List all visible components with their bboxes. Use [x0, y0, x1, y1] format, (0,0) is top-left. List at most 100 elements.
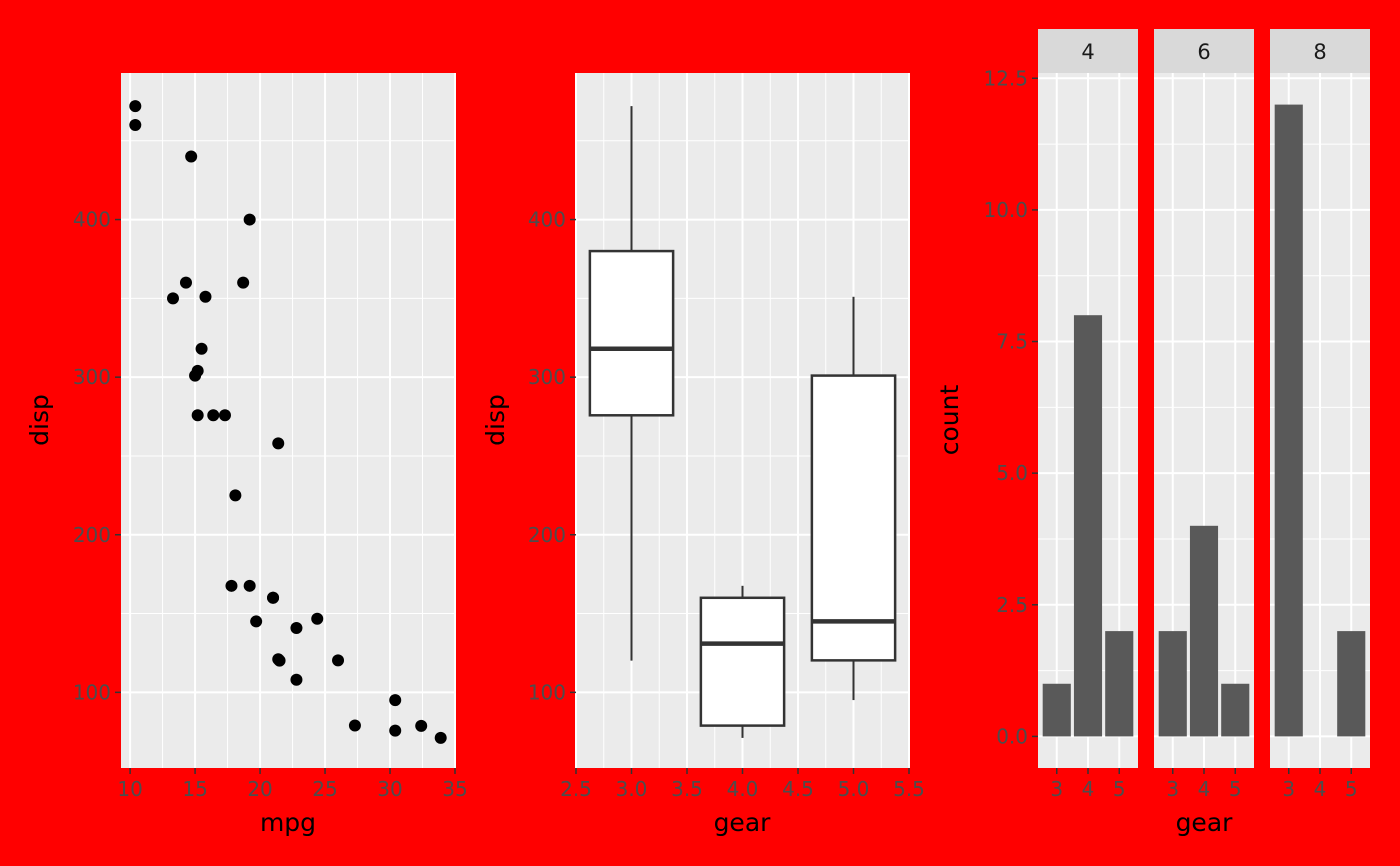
box-y-ticks: 100 200 300 400: [528, 208, 576, 704]
x-tick-label: 15: [182, 777, 207, 801]
scatter-point: [243, 213, 256, 226]
x-tick-label: 2.5: [560, 777, 592, 801]
scatter-y-axis-title: disp: [25, 394, 54, 446]
scatter-point: [272, 653, 285, 666]
scatter-point: [332, 654, 345, 667]
x-tick-label: 10: [117, 777, 142, 801]
y-tick-label: 7.5: [996, 330, 1028, 354]
y-tick-label: 5.0: [996, 461, 1028, 485]
x-tick-label: 5.5: [893, 777, 925, 801]
box-iqr: [588, 249, 675, 417]
scatter-points: [129, 100, 447, 744]
y-tick-label: 10.0: [983, 198, 1028, 222]
scatter-point: [199, 290, 212, 303]
box-iqr: [699, 596, 786, 727]
facet-strip: [1154, 29, 1254, 73]
facet-strip: [1038, 29, 1138, 73]
x-tick-label: 3: [1282, 777, 1295, 801]
facet-strip-label: 8: [1313, 40, 1326, 64]
y-tick-label: 2.5: [996, 593, 1028, 617]
facet-strip-label: 4: [1081, 40, 1094, 64]
scatter-x-ticks: 10 15 20 25 30 35: [117, 768, 468, 801]
scatter-point: [243, 579, 256, 592]
x-tick-label: 3: [1050, 777, 1063, 801]
box-gear-3: [588, 106, 675, 661]
scatter-point: [348, 719, 361, 732]
bar-facets: 43 4 563 4 583 4 5: [1038, 29, 1370, 801]
scatter-point: [129, 100, 142, 113]
faceted-bar-plot: 43 4 563 4 583 4 5 0.02.55.07.510.012.5 gear c…: [935, 29, 1370, 837]
box-gear-5: [810, 296, 897, 701]
scatter-point: [267, 591, 280, 604]
scatter-point: [229, 489, 242, 502]
scatter-x-axis-title: mpg: [260, 808, 316, 837]
y-tick-label: 400: [528, 208, 566, 232]
x-tick-label: 3.5: [671, 777, 703, 801]
scatter-point: [129, 119, 142, 132]
y-tick-label: 400: [73, 208, 111, 232]
scatter-point: [185, 150, 198, 163]
bar: [1073, 315, 1103, 737]
scatter-point: [290, 622, 303, 635]
scatter-point: [272, 437, 285, 450]
facet-strip: [1270, 29, 1370, 73]
bar-y-ticks: 0.0 2.5 5.0 7.5 10.0 12.5: [983, 66, 1038, 748]
scatter-point: [434, 731, 447, 744]
bar: [1221, 683, 1250, 737]
scatter-point: [311, 612, 324, 625]
bar: [1189, 525, 1219, 737]
x-tick-label: 30: [377, 777, 402, 801]
y-tick-label: 300: [73, 365, 111, 389]
scatter-point: [189, 369, 202, 382]
scatter-point: [195, 342, 208, 355]
facet-6: 6 3 4 5: [1154, 29, 1254, 801]
scatter-point: [415, 719, 428, 732]
x-tick-label: 5: [1229, 777, 1242, 801]
y-tick-label: 100: [528, 680, 566, 704]
bar-x-axis-title: gear: [1176, 808, 1234, 837]
box-iqr: [810, 374, 897, 662]
scatter-plot: 10 15 20 25 30 35 100 200 300 400 mpg disp: [25, 73, 468, 837]
scatter-point: [218, 409, 231, 422]
y-tick-label: 100: [73, 680, 111, 704]
x-tick-label: 4: [1082, 777, 1095, 801]
box-x-ticks: 2.5 3.0 3.5 4.0 4.5 5.0 5.5: [560, 768, 925, 801]
scatter-point: [207, 409, 220, 422]
bar: [1105, 631, 1134, 737]
x-tick-label: 5.0: [838, 777, 870, 801]
bar-y-axis-title: count: [935, 385, 964, 456]
scatter-point: [191, 409, 204, 422]
facet-8: 8 3 4 5: [1270, 29, 1370, 801]
scatter-y-ticks: 100 200 300 400: [73, 208, 121, 704]
bar: [1042, 683, 1071, 737]
y-tick-label: 0.0: [996, 724, 1028, 748]
bar: [1274, 104, 1303, 737]
y-tick-label: 200: [528, 523, 566, 547]
bar: [1158, 631, 1187, 737]
scatter-point: [290, 673, 303, 686]
scatter-point: [389, 694, 402, 707]
scatter-point: [237, 276, 250, 289]
x-tick-label: 5: [1113, 777, 1126, 801]
box-series: [588, 106, 897, 738]
scatter-panel: [121, 73, 455, 768]
box-x-axis-title: gear: [714, 808, 772, 837]
y-tick-label: 12.5: [983, 66, 1028, 90]
x-tick-label: 35: [442, 777, 467, 801]
box-gear-4: [699, 585, 786, 738]
x-tick-label: 20: [247, 777, 272, 801]
x-tick-label: 25: [312, 777, 337, 801]
scatter-point: [389, 724, 402, 737]
x-tick-label: 4.5: [782, 777, 814, 801]
y-tick-label: 200: [73, 523, 111, 547]
x-tick-label: 3: [1166, 777, 1179, 801]
x-tick-label: 5: [1345, 777, 1358, 801]
scatter-point: [166, 292, 179, 305]
facet-strip-label: 6: [1197, 40, 1210, 64]
scatter-point: [250, 615, 263, 628]
x-tick-label: 4.0: [727, 777, 759, 801]
x-tick-label: 4: [1314, 777, 1327, 801]
facet-4: 43 4 5: [1038, 29, 1138, 801]
